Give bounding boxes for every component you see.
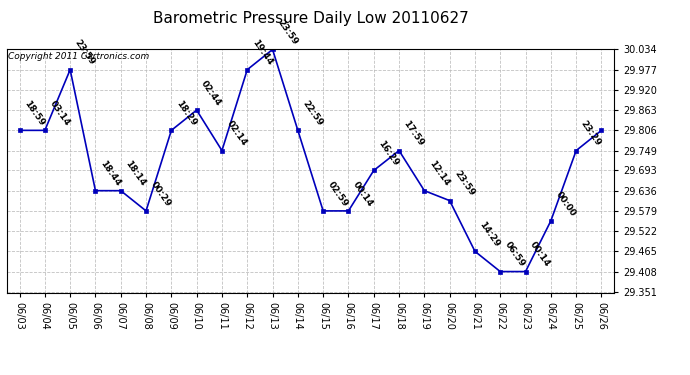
Text: 22:59: 22:59 bbox=[301, 99, 324, 128]
Text: 18:59: 18:59 bbox=[22, 99, 46, 128]
Text: 12:14: 12:14 bbox=[427, 159, 451, 188]
Text: 00:14: 00:14 bbox=[529, 240, 552, 269]
Text: 18:29: 18:29 bbox=[174, 99, 198, 128]
Text: 18:14: 18:14 bbox=[124, 159, 148, 188]
Text: 00:00: 00:00 bbox=[553, 190, 577, 218]
Text: 02:44: 02:44 bbox=[199, 79, 224, 107]
Text: 19:44: 19:44 bbox=[250, 38, 274, 67]
Text: 02:59: 02:59 bbox=[326, 180, 350, 208]
Text: 18:44: 18:44 bbox=[98, 159, 122, 188]
Text: 02:14: 02:14 bbox=[225, 119, 248, 148]
Text: 03:14: 03:14 bbox=[48, 99, 72, 128]
Text: 16:29: 16:29 bbox=[377, 139, 400, 168]
Text: 23:59: 23:59 bbox=[275, 18, 299, 46]
Text: 00:14: 00:14 bbox=[351, 180, 375, 208]
Text: Copyright 2011 Cartronics.com: Copyright 2011 Cartronics.com bbox=[8, 53, 149, 62]
Text: 23:59: 23:59 bbox=[73, 38, 97, 67]
Text: 00:29: 00:29 bbox=[149, 180, 172, 208]
Text: 23:29: 23:29 bbox=[579, 119, 603, 148]
Text: Barometric Pressure Daily Low 20110627: Barometric Pressure Daily Low 20110627 bbox=[152, 11, 469, 26]
Text: 14:29: 14:29 bbox=[477, 220, 502, 249]
Text: 06:59: 06:59 bbox=[503, 240, 527, 269]
Text: 17:59: 17:59 bbox=[402, 119, 426, 148]
Text: 23:59: 23:59 bbox=[453, 169, 476, 198]
